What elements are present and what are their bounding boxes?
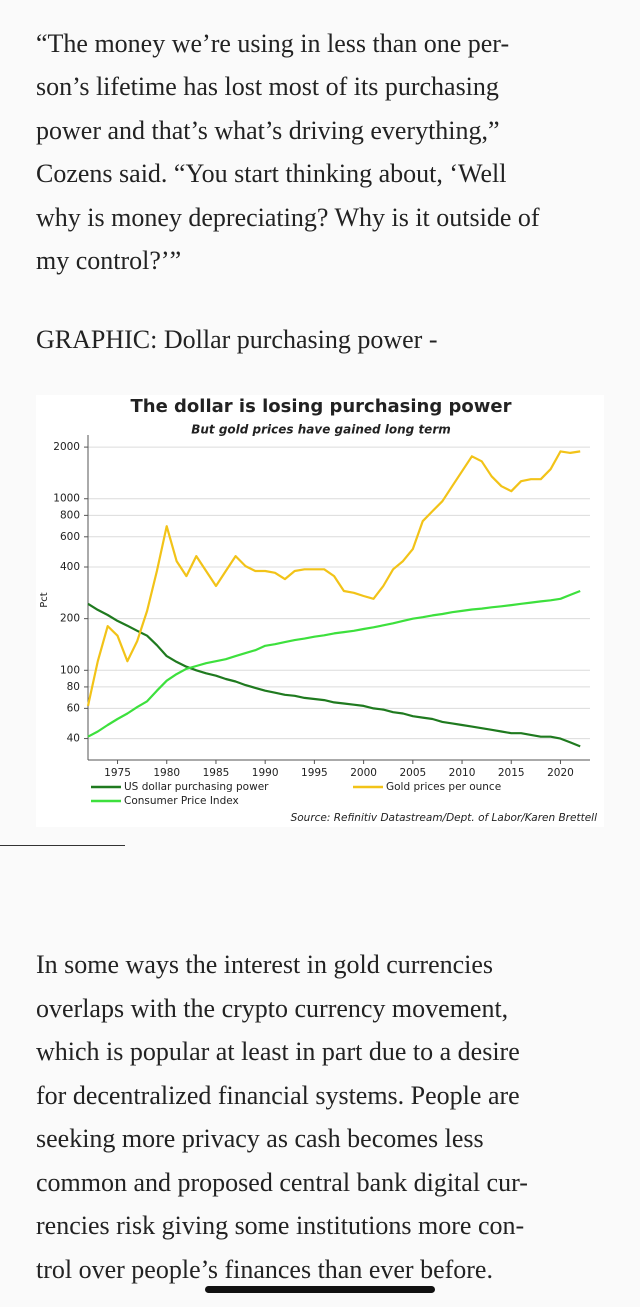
y-tick-label: 2000 xyxy=(53,441,80,453)
text-line: why is money depreciating? Why is it out… xyxy=(36,202,540,232)
chart: The dollar is losing purchasing power But… xyxy=(36,395,604,827)
text-line: my control?’” xyxy=(36,246,182,275)
x-tick-label: 1985 xyxy=(203,767,230,779)
x-tick-label: 1980 xyxy=(153,767,180,779)
text-line: for decentralized financial systems. Peo… xyxy=(36,1080,520,1110)
chart-source: Source: Refinitiv Datastream/Dept. of La… xyxy=(291,812,597,824)
y-tick-label: 200 xyxy=(60,613,80,625)
y-tick-label: 1000 xyxy=(53,493,80,505)
text-line: GRAPHIC: Dollar purchasing power - xyxy=(36,325,438,354)
text-line: which is popular at least in part due to… xyxy=(36,1037,520,1066)
y-tick-label: 100 xyxy=(60,664,80,676)
y-tick-label: 400 xyxy=(60,561,80,573)
series-line xyxy=(87,589,581,738)
text-line: power and that’s what’s driving everythi… xyxy=(36,115,500,145)
y-tick-label: 800 xyxy=(60,509,80,521)
x-tick-label: 1975 xyxy=(104,767,131,779)
x-tick-label: 2000 xyxy=(350,767,377,779)
y-tick-label: 60 xyxy=(67,702,80,714)
legend-label: Gold prices per ounce xyxy=(386,781,501,793)
legend-label: US dollar purchasing power xyxy=(124,781,269,793)
text-line: Cozens said. “You start thinking about, … xyxy=(36,159,507,189)
text-line: In some ways the interest in gold curren… xyxy=(36,950,494,979)
text-line: overlaps with the crypto currency moveme… xyxy=(36,993,509,1023)
series-line xyxy=(86,450,581,707)
legend-label: Consumer Price Index xyxy=(124,795,239,807)
y-axis-label: Pct xyxy=(39,592,50,608)
x-tick-label: 1995 xyxy=(301,767,328,779)
y-tick-label: 40 xyxy=(67,733,80,745)
x-tick-label: 1990 xyxy=(252,767,279,779)
divider xyxy=(0,845,125,846)
text-line: rencies risk giving some institutions mo… xyxy=(36,1211,525,1240)
text-line: son’s lifetime has lost most of its purc… xyxy=(36,72,499,102)
x-tick-label: 2005 xyxy=(399,767,426,779)
text-line: common and proposed central bank digital… xyxy=(36,1167,528,1197)
chart-subtitle: But gold prices have gained long term xyxy=(191,423,451,437)
series-line xyxy=(87,602,581,748)
text-line: seeking more privacy as cash becomes les… xyxy=(36,1124,484,1153)
chart-title: The dollar is losing purchasing power xyxy=(130,396,511,417)
x-tick-label: 2010 xyxy=(449,767,476,779)
home-indicator xyxy=(205,1286,435,1293)
x-tick-label: 2015 xyxy=(498,767,525,779)
text-line: trol over people’s finances than ever be… xyxy=(36,1254,493,1284)
y-tick-label: 80 xyxy=(67,681,80,693)
y-tick-label: 600 xyxy=(60,531,80,543)
x-tick-label: 2020 xyxy=(547,767,574,779)
text-line: “The money we’re using in less than one … xyxy=(36,29,510,58)
